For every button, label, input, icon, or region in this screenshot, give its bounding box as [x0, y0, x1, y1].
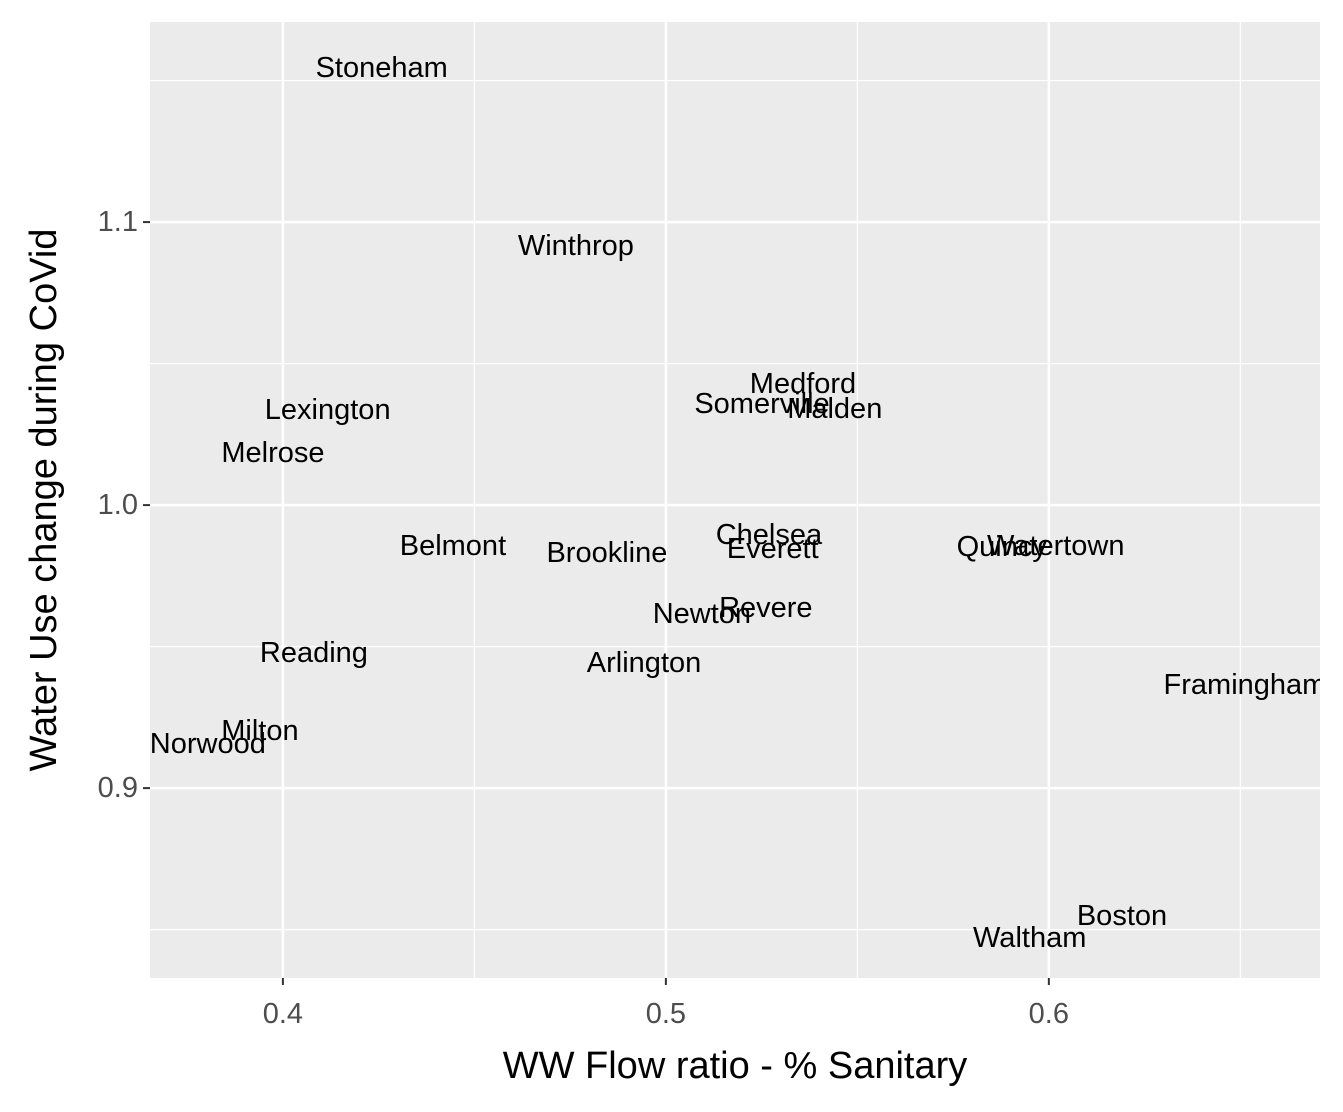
point-label: Framingham: [1164, 669, 1327, 701]
x-tick-label: 0.5: [646, 998, 686, 1030]
point-label: Lexington: [265, 394, 391, 426]
point-label: Newton: [653, 598, 751, 630]
y-tick-label: 0.9: [98, 772, 138, 804]
point-label: Brookline: [546, 537, 667, 569]
y-tick-label: 1.0: [98, 489, 138, 521]
point-label: Everett: [727, 533, 819, 565]
x-axis-title: WW Flow ratio - % Sanitary: [503, 1045, 968, 1087]
point-label: Quincy: [957, 531, 1048, 563]
point-label: Belmont: [400, 530, 506, 562]
panel: [150, 22, 1320, 978]
y-axis-title: Water Use change during CoVid: [23, 229, 65, 772]
point-label: Melrose: [221, 437, 324, 469]
grid: [150, 22, 1320, 978]
point-label: Medford: [750, 368, 856, 400]
point-label: Revere: [719, 592, 813, 624]
x-tick-label: 0.6: [1029, 998, 1069, 1030]
x-tick-label: 0.4: [263, 998, 303, 1030]
point-label: Somerville: [694, 388, 829, 420]
point-label: Stoneham: [316, 52, 448, 84]
point-label: Arlington: [587, 647, 701, 679]
point-label: Malden: [787, 393, 882, 425]
point-label: Milton: [221, 715, 298, 747]
point-label: Reading: [260, 637, 368, 669]
point-label: Waltham: [973, 922, 1086, 954]
point-label: Winthrop: [518, 230, 634, 262]
y-tick-label: 1.1: [98, 206, 138, 238]
point-label: Norwood: [150, 728, 266, 760]
point-label: Boston: [1077, 900, 1167, 932]
point-label: Chelsea: [716, 519, 823, 551]
point-label: Watertown: [987, 530, 1125, 562]
